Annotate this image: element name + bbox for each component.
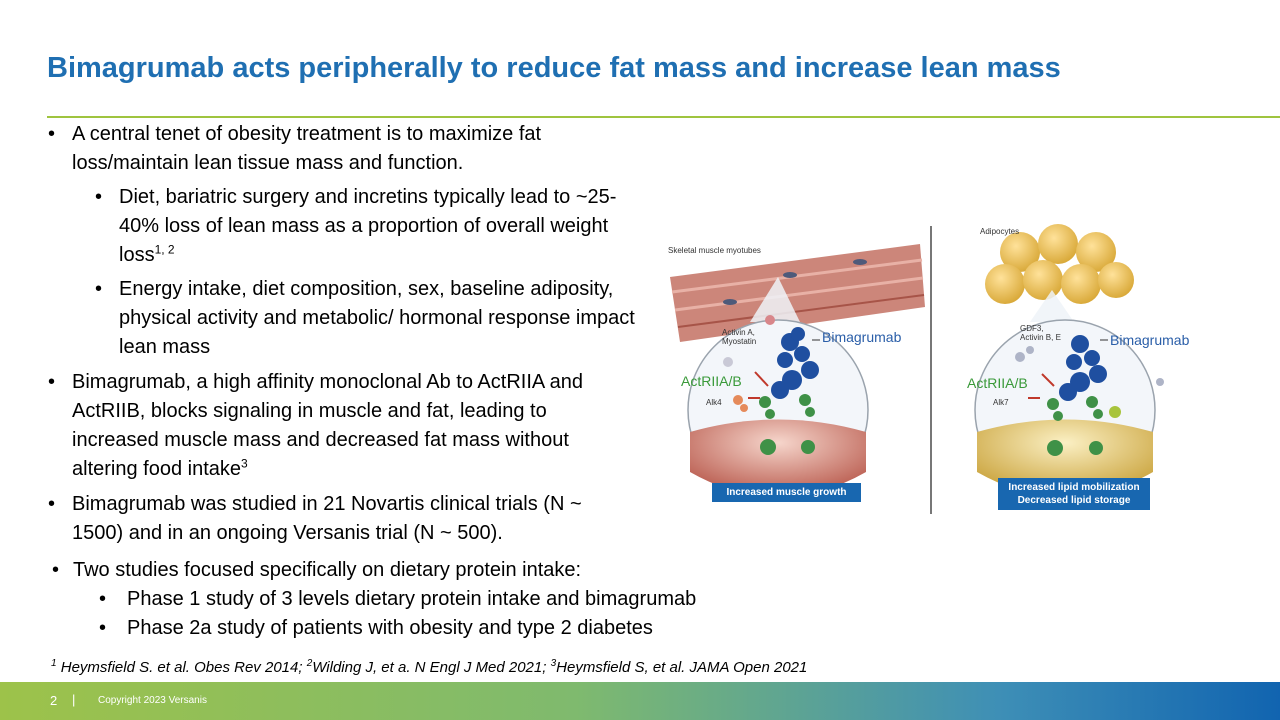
fat-caption: Increased lipid mobilization Decreased l… (998, 478, 1150, 510)
muscle-coreceptor-label: Alk4 (706, 398, 722, 407)
muscle-tissue-label: Skeletal muscle myotubes (668, 246, 761, 255)
bullet-item: Bimagrumab, a high affinity monoclonal A… (48, 368, 638, 484)
page-number: 2 (50, 693, 58, 708)
sub-bullet-item: Diet, bariatric surgery and incretins ty… (95, 183, 638, 270)
bullet-item: A central tenet of obesity treatment is … (48, 120, 638, 178)
panel-divider (930, 226, 932, 514)
title-divider (47, 116, 1280, 118)
footer-bar (0, 682, 1280, 720)
fat-bimagrumab-label: Bimagrumab (1110, 332, 1190, 348)
mechanism-illustration (670, 224, 1164, 501)
mechanism-figure: Skeletal muscle myotubes Activin A, Myos… (660, 222, 1220, 517)
sub-bullet-item: Energy intake, diet composition, sex, ba… (95, 275, 638, 362)
bullet-item: Bimagrumab was studied in 21 Novartis cl… (48, 490, 638, 548)
fat-ligand-label: GDF3, Activin B, E (1020, 324, 1061, 342)
protein-studies-list: Two studies focused specifically on diet… (52, 556, 812, 643)
fat-coreceptor-label: Alk7 (993, 398, 1009, 407)
muscle-caption: Increased muscle growth (712, 483, 861, 502)
fat-tissue-label: Adipocytes (980, 227, 1020, 236)
fat-receptor-label: ActRIIA/B (967, 375, 1028, 391)
bullet-item: Two studies focused specifically on diet… (52, 556, 812, 585)
copyright-text: Copyright 2023 Versanis (98, 695, 207, 706)
muscle-receptor-label: ActRIIA/B (681, 373, 742, 389)
sub-bullet-item: Phase 1 study of 3 levels dietary protei… (99, 585, 812, 614)
footer-separator: | (72, 692, 76, 707)
sub-bullet-item: Phase 2a study of patients with obesity … (99, 614, 812, 643)
bullet-list: A central tenet of obesity treatment is … (48, 120, 638, 548)
fat-panel (974, 224, 1164, 501)
muscle-panel (670, 244, 925, 501)
references-footnote: 1 Heymsfield S. et al. Obes Rev 2014; 2W… (51, 658, 808, 677)
slide-title: Bimagrumab acts peripherally to reduce f… (47, 52, 1061, 84)
muscle-bimagrumab-label: Bimagrumab (822, 329, 902, 345)
muscle-ligand-label: Activin A, Myostatin (722, 328, 757, 346)
